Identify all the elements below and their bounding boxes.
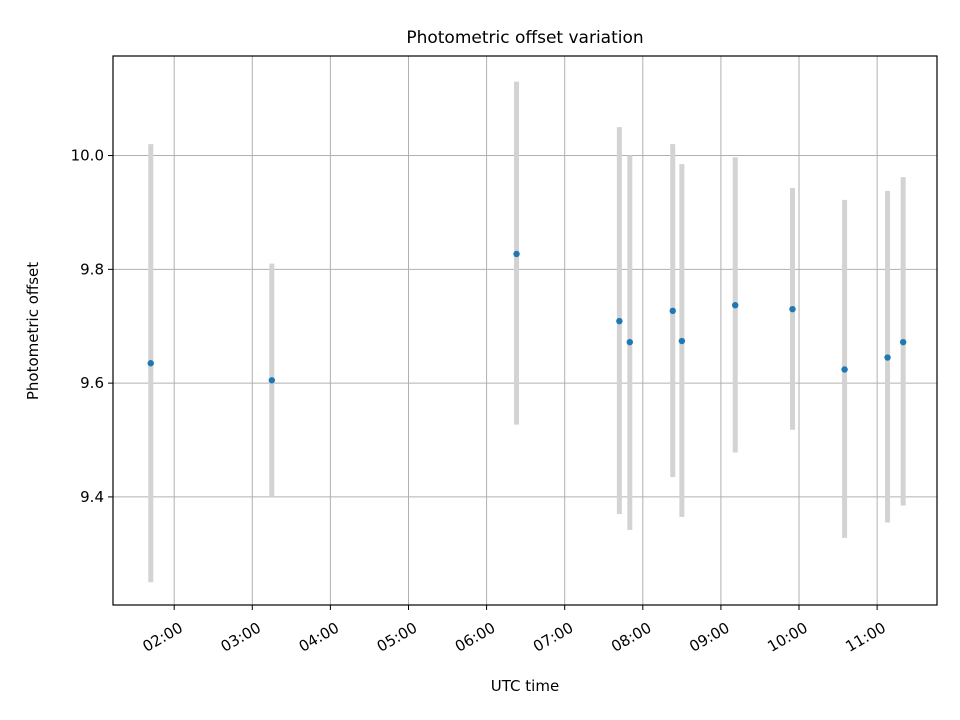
data-point (147, 360, 154, 367)
data-point (513, 250, 520, 258)
data-point (884, 354, 891, 361)
data-point (626, 338, 633, 346)
plot-frame (112, 55, 938, 606)
x-axis-label: UTC time (491, 677, 559, 695)
chart-title: Photometric offset variation (406, 28, 643, 48)
data-point (789, 305, 796, 313)
data-point (678, 337, 686, 345)
data-point (268, 377, 276, 384)
data-points (147, 250, 907, 384)
y-tick-label: 9.8 (80, 260, 104, 278)
data-point (732, 301, 739, 309)
y-axis-label: Photometric offset (24, 262, 42, 400)
y-tick-label: 10.0 (71, 147, 104, 165)
y-axis-ticks: 9.4 9.6 9.8 10.0 (71, 147, 113, 506)
grid (113, 56, 937, 605)
data-point (841, 366, 848, 373)
y-tick-label: 9.6 (80, 374, 104, 392)
data-point (899, 338, 907, 346)
y-tick-label: 9.4 (80, 488, 104, 506)
data-point (616, 317, 623, 325)
data-point (669, 307, 676, 315)
